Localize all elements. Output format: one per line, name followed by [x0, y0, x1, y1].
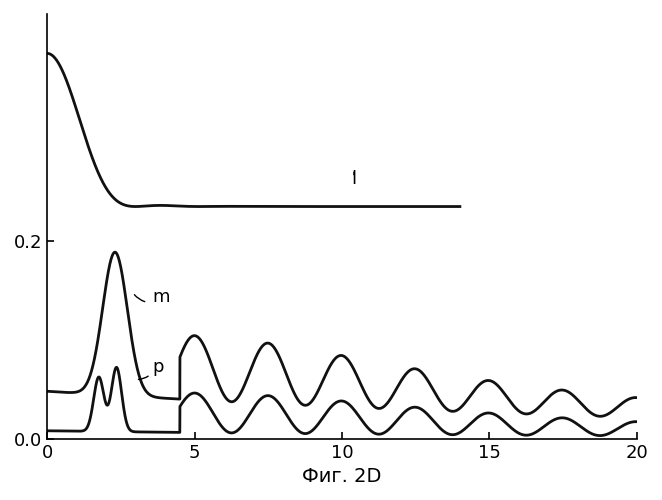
Text: p: p [152, 358, 164, 376]
Text: l: l [351, 170, 356, 188]
Text: m: m [152, 288, 169, 306]
X-axis label: Фиг. 2D: Фиг. 2D [303, 467, 382, 486]
